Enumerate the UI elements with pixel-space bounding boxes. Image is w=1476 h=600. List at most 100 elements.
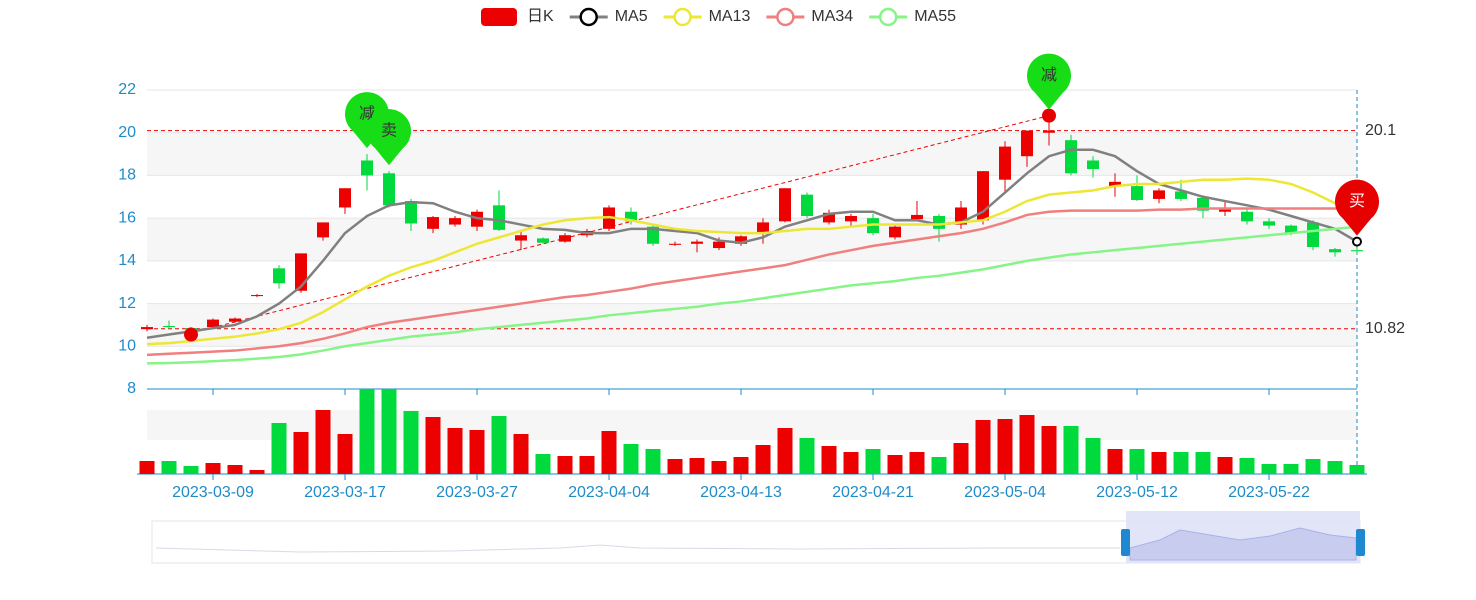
mark-pin: 买 xyxy=(1335,179,1380,236)
volume-bar xyxy=(887,455,903,474)
candle-body xyxy=(427,217,439,229)
candle-body xyxy=(1087,160,1099,170)
y-tick-label: 18 xyxy=(118,167,136,184)
volume-bar xyxy=(1195,452,1211,474)
y-tick-label: 14 xyxy=(118,252,136,269)
candle-body xyxy=(383,173,395,206)
volume-bar xyxy=(403,411,419,474)
x-tick-label: 2023-04-13 xyxy=(700,484,782,501)
split-area xyxy=(147,303,1357,347)
volume-bar xyxy=(381,389,397,474)
legend-icon xyxy=(878,7,898,27)
legend-label: MA55 xyxy=(914,8,956,25)
legend-icon xyxy=(481,8,517,26)
candle-body xyxy=(933,216,945,229)
volume-bar xyxy=(799,438,815,474)
candle-body xyxy=(1043,130,1055,133)
x-tick-label: 2023-03-17 xyxy=(304,484,386,501)
pin-shape xyxy=(1027,53,1071,110)
candle-body xyxy=(1021,130,1033,157)
volume-bar xyxy=(755,445,771,474)
volume-bar xyxy=(601,431,617,474)
candle-body xyxy=(1131,186,1143,200)
y-tick-label: 10 xyxy=(118,338,136,355)
legend-item[interactable]: 日K xyxy=(481,8,554,26)
pin-shape xyxy=(367,109,412,166)
legend-item[interactable]: MA5 xyxy=(569,7,648,27)
candle-body xyxy=(515,235,527,241)
zoom-handle[interactable] xyxy=(1356,529,1365,556)
split-area xyxy=(147,132,1357,176)
candle-body xyxy=(889,226,901,238)
zoom-slider[interactable] xyxy=(151,511,1365,564)
mark-line-label: 20.1 xyxy=(1365,122,1396,139)
volume-bar xyxy=(161,461,177,474)
candle-body xyxy=(449,218,461,225)
volume-bar xyxy=(205,463,221,474)
candle-body xyxy=(1219,208,1231,212)
legend-icon xyxy=(776,7,795,27)
volume-bar xyxy=(821,446,837,474)
legend-item[interactable]: MA55 xyxy=(869,7,956,27)
volume-bar xyxy=(535,454,551,474)
candle-body xyxy=(757,222,769,234)
volume-bar xyxy=(183,466,199,474)
volume-bar xyxy=(293,432,309,474)
candle-body xyxy=(823,212,835,223)
volume-bar xyxy=(491,416,507,474)
volume-bar xyxy=(557,456,573,474)
legend-icon xyxy=(579,7,598,27)
volume-bar xyxy=(579,456,595,474)
candle-body xyxy=(405,201,417,224)
legend-item[interactable]: MA13 xyxy=(663,7,751,27)
volume-bar xyxy=(909,452,925,474)
candle-body xyxy=(1109,181,1121,187)
volume-bar xyxy=(425,417,441,474)
volume-bar xyxy=(359,389,375,474)
y-tick-label: 16 xyxy=(118,209,136,226)
y-tick-label: 22 xyxy=(118,81,136,98)
candle-body xyxy=(1065,140,1077,174)
volume-bar xyxy=(337,434,353,474)
y-tick-label: 20 xyxy=(118,124,136,141)
x-tick-label: 2023-05-04 xyxy=(964,484,1046,501)
volume-bar xyxy=(623,444,639,474)
volume-bar xyxy=(513,434,529,474)
candle-body xyxy=(1175,191,1187,199)
candle-body xyxy=(537,238,549,243)
x-tick-label: 2023-05-12 xyxy=(1096,484,1178,501)
candle-body xyxy=(1241,211,1253,222)
candle-body xyxy=(647,226,659,244)
volume-bar xyxy=(865,449,881,474)
x-tick-label: 2023-04-21 xyxy=(832,484,914,501)
candle-body xyxy=(1351,250,1363,252)
candle-body xyxy=(735,236,747,244)
zoom-handle[interactable] xyxy=(1121,529,1130,556)
mark-dot xyxy=(1042,108,1056,123)
volume-bar xyxy=(1327,461,1343,474)
candle-body xyxy=(1263,221,1275,226)
candle-body xyxy=(163,325,175,328)
legend-label: 日K xyxy=(527,8,554,25)
volume-bar xyxy=(733,457,749,474)
volume-bar xyxy=(645,449,661,474)
ma-line xyxy=(146,225,1358,365)
volume-bar xyxy=(1041,426,1057,474)
volume-bar xyxy=(1107,449,1123,474)
candle-body xyxy=(273,268,285,284)
candle-body xyxy=(339,188,351,208)
candle-body xyxy=(1307,222,1319,247)
volume-bar xyxy=(271,423,287,474)
zoom-preview xyxy=(155,544,1120,553)
candle-body xyxy=(361,160,373,176)
legend-item[interactable]: MA34 xyxy=(766,7,853,27)
candle-body xyxy=(251,295,263,297)
candle-body xyxy=(493,205,505,230)
volume-bar xyxy=(953,443,969,474)
candle-body xyxy=(1285,225,1297,234)
volume-bar xyxy=(843,452,859,474)
legend-label: MA34 xyxy=(811,8,853,25)
candle-body xyxy=(1329,249,1341,253)
candle-body xyxy=(845,216,857,222)
